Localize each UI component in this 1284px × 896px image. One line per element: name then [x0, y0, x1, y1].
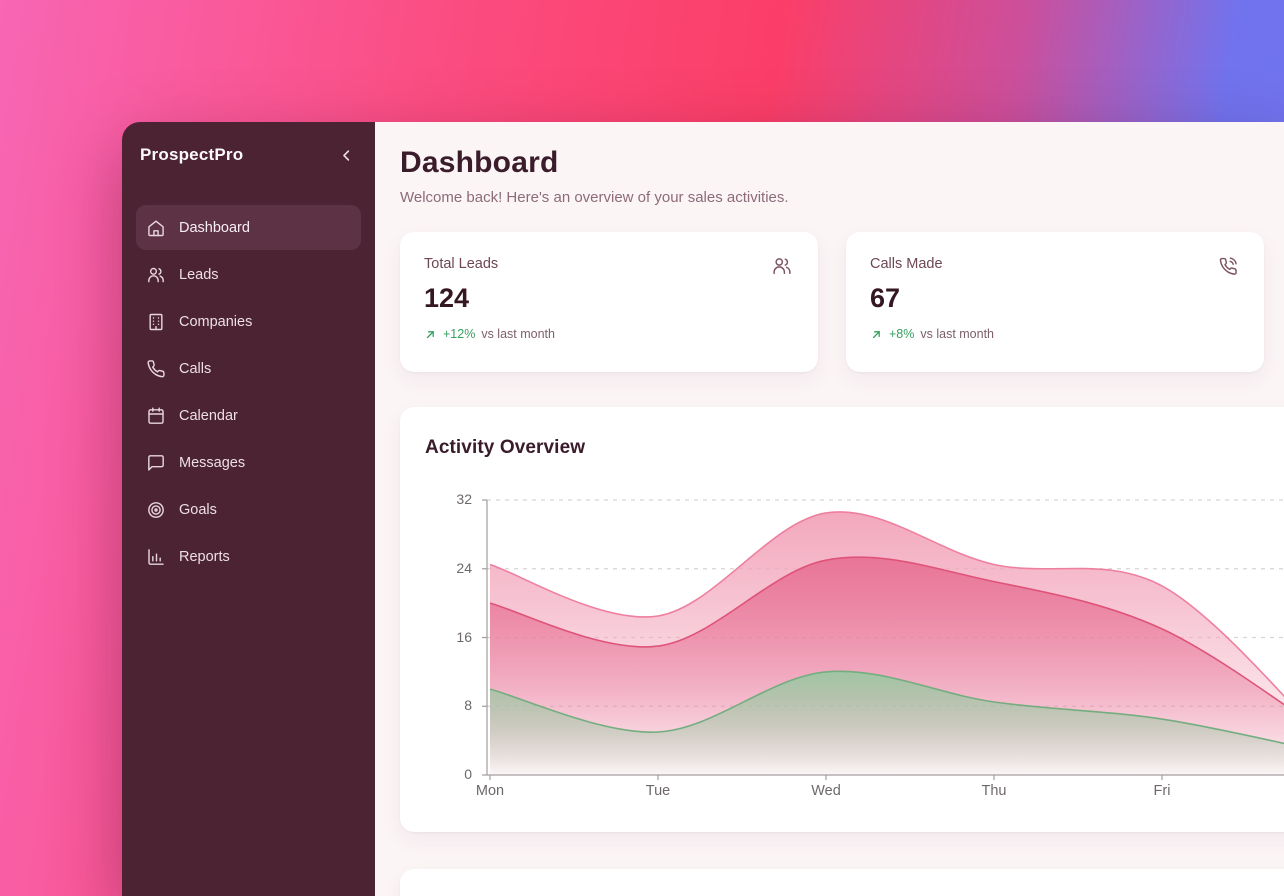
band-rose-line [489, 556, 1284, 706]
stat-label: Total Leads [424, 256, 499, 272]
sidebar-item-calendar[interactable]: Calendar [136, 393, 361, 438]
page-subtitle: Welcome back! Here's an overview of your… [400, 189, 789, 206]
y-axis-tick-label: 24 [456, 559, 472, 576]
x-axis-tick-label: Wed [811, 783, 841, 799]
bar-chart-icon [148, 548, 164, 565]
sidebar-item-goals[interactable]: Goals [136, 487, 361, 532]
stat-value: 124 [424, 283, 470, 313]
home-icon [148, 219, 164, 236]
app-window: ProspectPro Dashboard Leads Companies Calls… [122, 122, 1284, 896]
sidebar-collapse-button[interactable] [335, 144, 357, 166]
sidebar-item-label: Reports [179, 548, 230, 565]
arrow-up-right-icon [426, 330, 434, 338]
page-title: Dashboard [400, 146, 559, 179]
band-green-line [489, 670, 1284, 745]
sidebar-item-label: Leads [179, 266, 219, 283]
sidebar-item-label: Messages [179, 454, 246, 471]
calendar-icon [148, 406, 164, 424]
y-axis-tick-label: 32 [456, 491, 472, 507]
sidebar-item-label: Goals [179, 501, 217, 518]
stat-label: Calls Made [870, 256, 943, 272]
arrow-up-right-icon [872, 330, 880, 338]
phone-icon [147, 359, 165, 377]
x-axis-tick-label: Mon [475, 783, 505, 799]
activity-area-chart [479, 490, 1284, 790]
x-axis-tick-label: Tue [645, 783, 671, 799]
sidebar-header: ProspectPro [136, 122, 361, 176]
band-green-area [490, 671, 1284, 775]
x-axis-tick-label: Fri [1153, 783, 1171, 799]
stat-card-total-leads: Total Leads 124 +12% vs last month [400, 232, 818, 372]
trend-value: +8% [889, 327, 915, 341]
activity-overview-card: Activity Overview 0 8 16 24 32 Mon Tue Wed Thu Fr… [400, 407, 1284, 832]
stat-trend: +8% vs last month [870, 327, 1240, 341]
target-icon [148, 501, 164, 518]
y-axis-tick-label: 0 [464, 766, 472, 782]
sidebar-item-companies[interactable]: Companies [136, 299, 361, 344]
sidebar-item-calls[interactable]: Calls [136, 346, 361, 391]
stats-row: Total Leads 124 +12% vs last month Calls Mad… [400, 232, 1284, 372]
users-icon [148, 267, 164, 282]
stat-trend: +12% vs last month [424, 327, 794, 341]
building-icon [149, 313, 163, 330]
stat-value: 67 [870, 283, 901, 313]
band-light-pink-line [489, 511, 1284, 698]
trend-suffix: vs last month [481, 327, 555, 341]
sidebar-item-label: Companies [179, 313, 253, 330]
sidebar-item-label: Dashboard [179, 219, 250, 236]
users-icon [773, 258, 791, 275]
trend-value: +12% [443, 327, 476, 341]
chevron-left-icon [342, 149, 349, 161]
trend-suffix: vs last month [920, 327, 995, 341]
x-axis-tick-label: Thu [981, 783, 1007, 799]
app-logo-text: ProspectPro [140, 145, 244, 164]
chart-title: Activity Overview [425, 437, 586, 458]
message-icon [148, 454, 164, 471]
y-axis-tick-label: 16 [456, 628, 472, 645]
sidebar-item-dashboard[interactable]: Dashboard [136, 205, 361, 250]
sidebar-item-label: Calls [179, 360, 212, 377]
sidebar-item-messages[interactable]: Messages [136, 440, 361, 485]
sidebar-item-leads[interactable]: Leads [136, 252, 361, 297]
sidebar: ProspectPro Dashboard Leads Companies Calls… [122, 122, 375, 896]
main-content: Dashboard Welcome back! Here's an overvi… [375, 122, 1284, 896]
sidebar-item-reports[interactable]: Reports [136, 534, 361, 579]
sidebar-nav: Dashboard Leads Companies Calls Calendar Mess… [136, 205, 361, 579]
sidebar-item-label: Calendar [179, 407, 238, 424]
phone-call-icon [1219, 257, 1237, 275]
stat-card-calls-made: Calls Made 67 +8% vs last month [846, 232, 1264, 372]
y-axis-tick-label: 8 [464, 697, 472, 714]
next-section-card [400, 869, 1284, 896]
